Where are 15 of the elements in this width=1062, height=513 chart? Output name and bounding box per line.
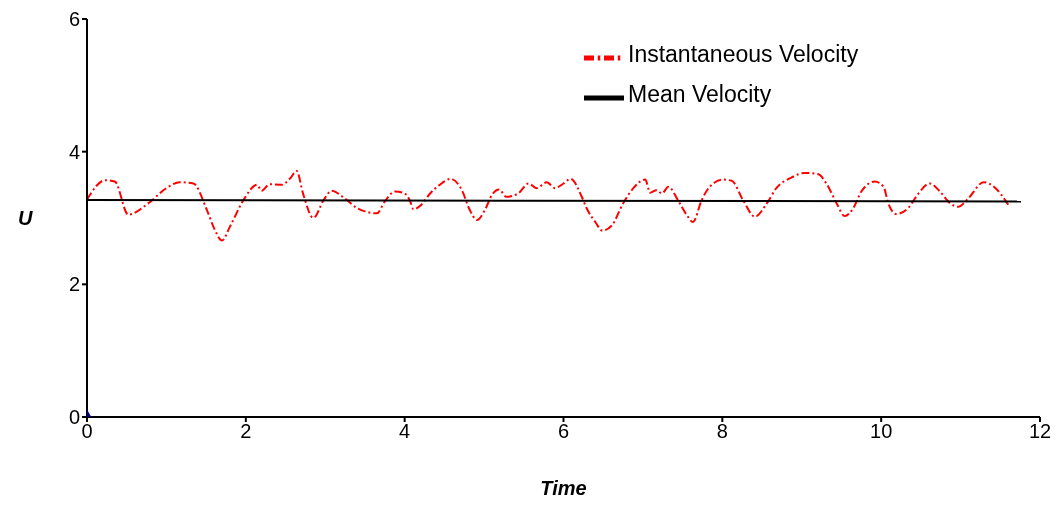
x-tick-label: 4 [399,420,411,443]
y-axis-title: U [18,207,33,230]
y-tick-label: 6 [68,8,80,31]
x-axis-title: Time [540,477,587,499]
x-tick-label: 10 [870,420,893,443]
y-tick-label: 4 [68,140,80,163]
x-tick-label: 12 [1028,420,1052,443]
legend-label: Mean Velocity [628,80,772,107]
x-tick-label: 2 [240,420,252,443]
y-tick-label: 0 [68,406,80,429]
y-tick-label: 2 [68,273,80,296]
x-tick-label: 6 [557,420,570,443]
x-tick-label: 8 [716,420,728,443]
line-series [87,169,1010,242]
legend-label: Instantaneous Velocity [628,40,859,67]
